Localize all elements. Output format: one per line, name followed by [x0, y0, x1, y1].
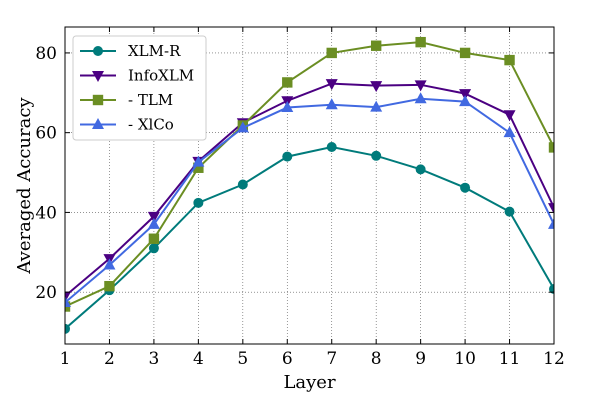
legend-item: InfoXLM: [80, 67, 194, 85]
y-tick-label: 60: [35, 124, 57, 144]
data-point: [370, 100, 383, 112]
legend-label: InfoXLM: [128, 67, 194, 85]
data-point: [415, 36, 426, 48]
axis-ticks: [64, 27, 555, 344]
data-point: [414, 92, 427, 104]
series-line: [65, 97, 554, 304]
data-point: [459, 89, 472, 101]
legend-marker: [92, 94, 104, 106]
data-point: [326, 142, 337, 153]
data-point: [282, 77, 293, 88]
series-4: [65, 92, 554, 308]
data-point: [326, 47, 337, 59]
legend-label: XLM-R: [128, 42, 181, 60]
data-point: [65, 323, 70, 334]
data-point: [282, 151, 293, 162]
data-point: [549, 283, 554, 294]
data-point: [193, 197, 204, 208]
data-point: [325, 98, 338, 110]
legend-marker: [92, 118, 104, 129]
legend-label: - TLM: [128, 91, 173, 109]
series-line: [65, 146, 554, 330]
data-point: [415, 164, 426, 175]
data-point: [103, 258, 116, 270]
x-tick-label: 2: [104, 349, 115, 369]
series-1: [65, 142, 554, 334]
x-tick-label: 5: [237, 349, 248, 369]
legend-marker: [93, 46, 103, 56]
data-point: [147, 217, 160, 229]
data-point: [459, 47, 471, 59]
data-point: [236, 121, 249, 133]
legend-marker: [92, 71, 104, 82]
data-point: [371, 150, 382, 161]
x-axis-label: Layer: [283, 372, 336, 393]
legend-item: - XlCo: [80, 116, 174, 134]
data-point: [237, 179, 248, 190]
plot-area-frame: [64, 26, 555, 345]
data-point: [147, 211, 160, 223]
x-tick-label: 4: [193, 349, 204, 369]
data-point: [192, 155, 205, 167]
data-point: [459, 95, 472, 107]
data-point: [504, 206, 515, 217]
data-point: [281, 101, 294, 113]
data-point: [548, 142, 554, 153]
data-point: [503, 126, 516, 138]
data-point: [370, 81, 383, 93]
x-tick-label: 8: [371, 349, 382, 369]
data-point: [414, 80, 427, 92]
data-point: [325, 79, 338, 91]
x-tick-label: 6: [282, 349, 293, 369]
legend: XLM-R InfoXLM - TLM - XlCo: [72, 35, 207, 141]
series-line: [65, 82, 554, 297]
series-line: [65, 41, 554, 308]
x-tick-label: 3: [148, 349, 159, 369]
x-tick-label: 10: [454, 349, 476, 369]
data-point: [548, 217, 554, 229]
data-point: [460, 182, 471, 193]
data-point: [148, 243, 159, 254]
data-point: [148, 233, 160, 244]
legend-box: [72, 35, 207, 141]
legend-item: XLM-R: [80, 42, 181, 60]
series-3: [65, 36, 554, 312]
legend-item: - TLM: [80, 91, 173, 109]
x-tick-label: 11: [499, 349, 521, 369]
x-tick-label: 12: [543, 349, 565, 369]
y-axis-label: Averaged Accuracy: [14, 97, 35, 275]
data-point: [504, 54, 515, 66]
data-point: [503, 110, 516, 122]
x-tick-label: 7: [326, 349, 337, 369]
data-point: [104, 280, 115, 292]
y-tick-label: 20: [35, 283, 57, 303]
legend-label: - XlCo: [128, 116, 174, 134]
y-tick-label: 80: [35, 44, 57, 64]
data-point: [548, 203, 554, 215]
x-tick-label: 1: [60, 349, 71, 369]
y-tick-label: 40: [35, 203, 57, 223]
data-point: [193, 162, 204, 173]
data-point: [370, 40, 382, 51]
x-tick-label: 9: [415, 349, 426, 369]
data-point: [65, 296, 71, 308]
series-group: [65, 36, 554, 334]
